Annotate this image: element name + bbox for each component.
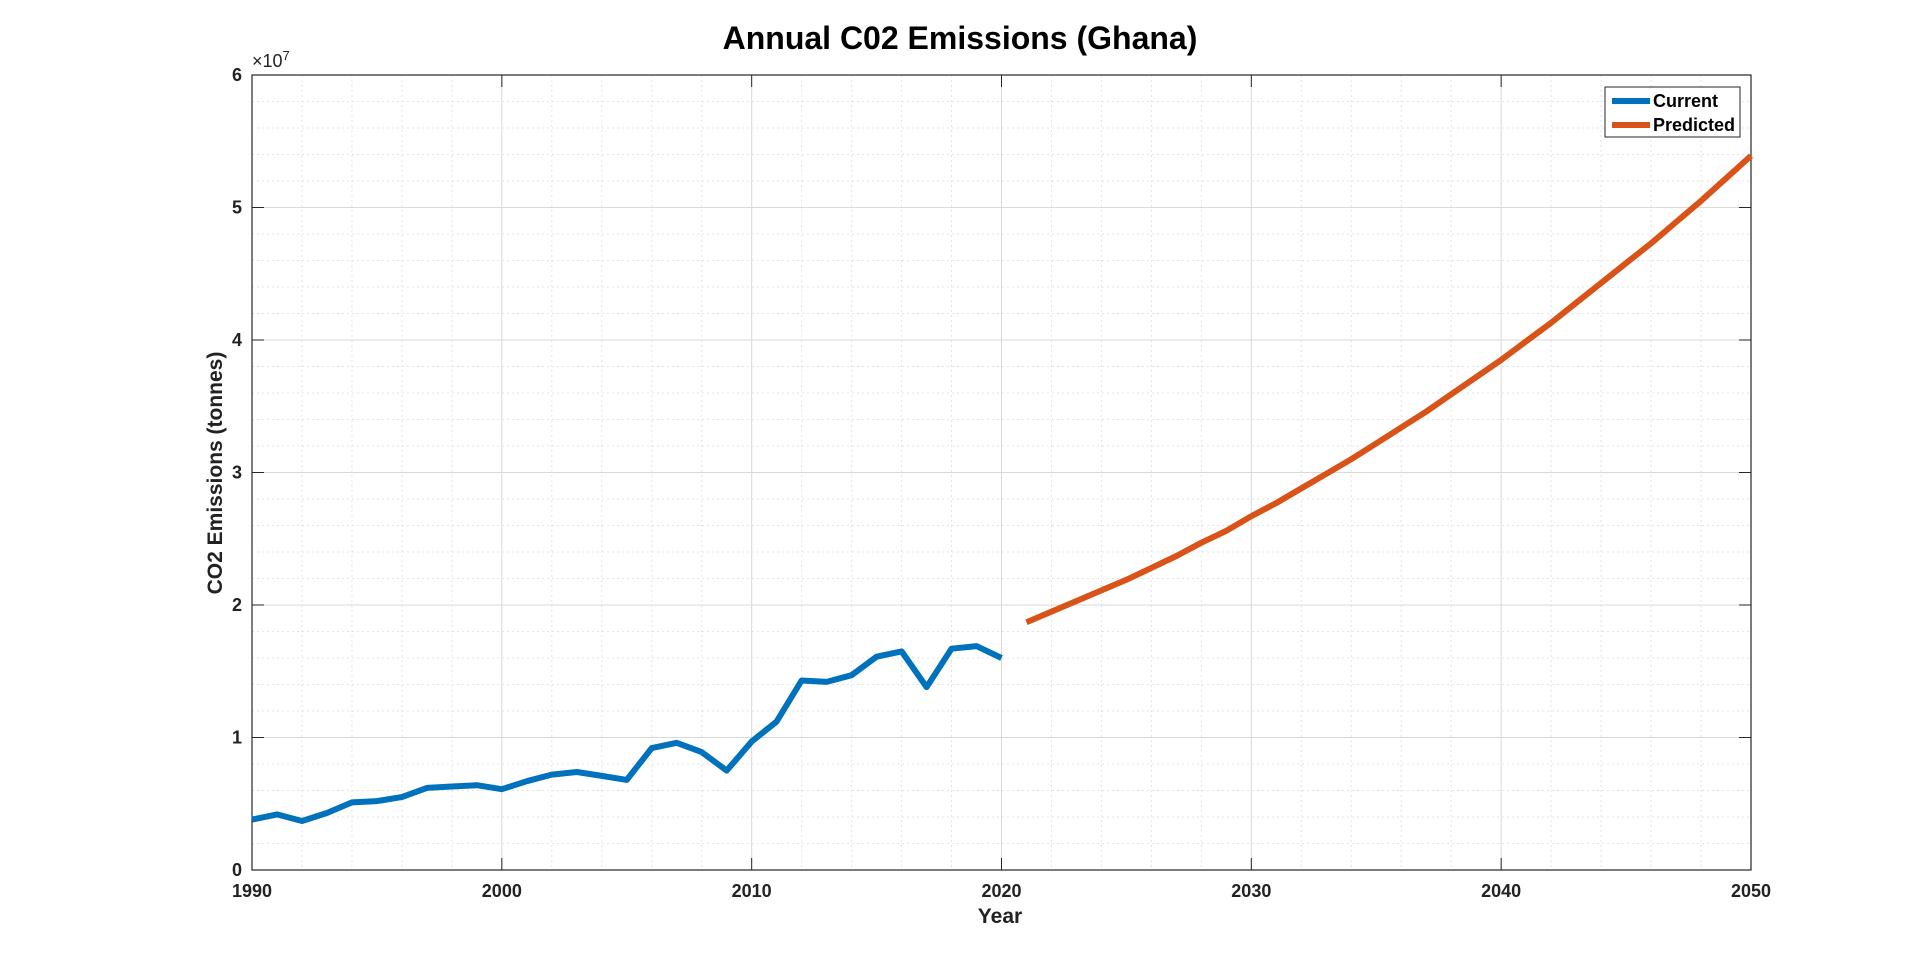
y-tick-label: 3 [232,463,242,483]
legend-label-current: Current [1653,91,1718,111]
legend-label-predicted: Predicted [1653,115,1735,135]
y-tick-label: 1 [232,728,242,748]
x-tick-label: 2050 [1731,881,1771,901]
chart-title: Annual C02 Emissions (Ghana) [722,20,1198,56]
grid-layer [251,74,1752,871]
x-axis-label: Year [977,905,1023,928]
y-tick-label: 6 [232,65,242,85]
axes-layer: 1990 2000 2010 2020 2030 2040 2050 0 1 2 3 4 5 6 [232,65,1771,901]
y-axis-exponent-base: ×10 [252,51,283,71]
x-tick-label: 2020 [981,881,1021,901]
y-axis-exponent: ×107 [252,48,290,72]
y-tick-label: 5 [232,198,242,218]
x-tick-label: 2010 [732,881,772,901]
y-tick-label: 4 [232,330,242,350]
y-tick-label: 0 [232,860,242,880]
legend-box [1604,86,1741,138]
series-line-predicted [1025,153,1754,625]
series-layer [251,153,1754,824]
x-tick-label: 2000 [482,881,522,901]
series-line-current [251,643,1003,824]
x-tick-label: 1990 [232,881,272,901]
y-tick-label: 2 [232,595,242,615]
legend: Current Predicted [1604,86,1741,138]
x-tick-label: 2040 [1481,881,1521,901]
y-axis-exponent-power: 7 [282,48,290,63]
x-tick-label: 2030 [1231,881,1271,901]
